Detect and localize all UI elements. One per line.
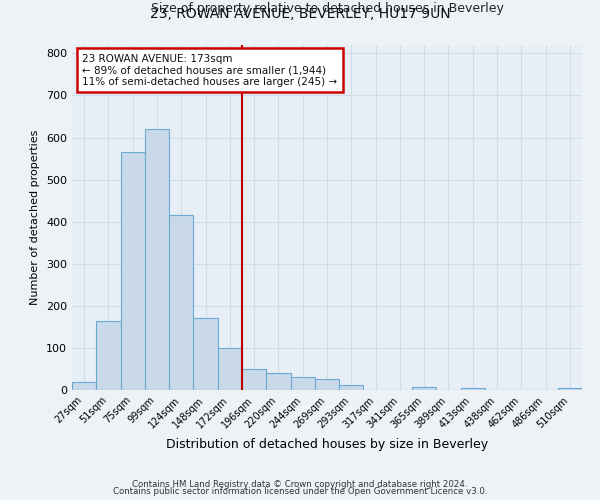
- Bar: [242, 369, 266, 390]
- Bar: [121, 152, 145, 390]
- Bar: [558, 388, 582, 390]
- Text: 23 ROWAN AVENUE: 173sqm
← 89% of detached houses are smaller (1,944)
11% of semi: 23 ROWAN AVENUE: 173sqm ← 89% of detache…: [82, 54, 337, 87]
- Title: Size of property relative to detached houses in Beverley: Size of property relative to detached ho…: [151, 2, 503, 15]
- Bar: [266, 373, 290, 390]
- Bar: [96, 320, 121, 390]
- X-axis label: Distribution of detached houses by size in Beverley: Distribution of detached houses by size …: [166, 438, 488, 451]
- Bar: [218, 348, 242, 390]
- Bar: [339, 385, 364, 390]
- Text: 23, ROWAN AVENUE, BEVERLEY, HU17 9UN: 23, ROWAN AVENUE, BEVERLEY, HU17 9UN: [149, 8, 451, 22]
- Y-axis label: Number of detached properties: Number of detached properties: [31, 130, 40, 305]
- Text: Contains public sector information licensed under the Open Government Licence v3: Contains public sector information licen…: [113, 488, 487, 496]
- Bar: [461, 388, 485, 390]
- Bar: [315, 380, 339, 390]
- Bar: [72, 382, 96, 390]
- Bar: [412, 386, 436, 390]
- Bar: [169, 216, 193, 390]
- Bar: [145, 129, 169, 390]
- Bar: [193, 318, 218, 390]
- Bar: [290, 378, 315, 390]
- Text: Contains HM Land Registry data © Crown copyright and database right 2024.: Contains HM Land Registry data © Crown c…: [132, 480, 468, 489]
